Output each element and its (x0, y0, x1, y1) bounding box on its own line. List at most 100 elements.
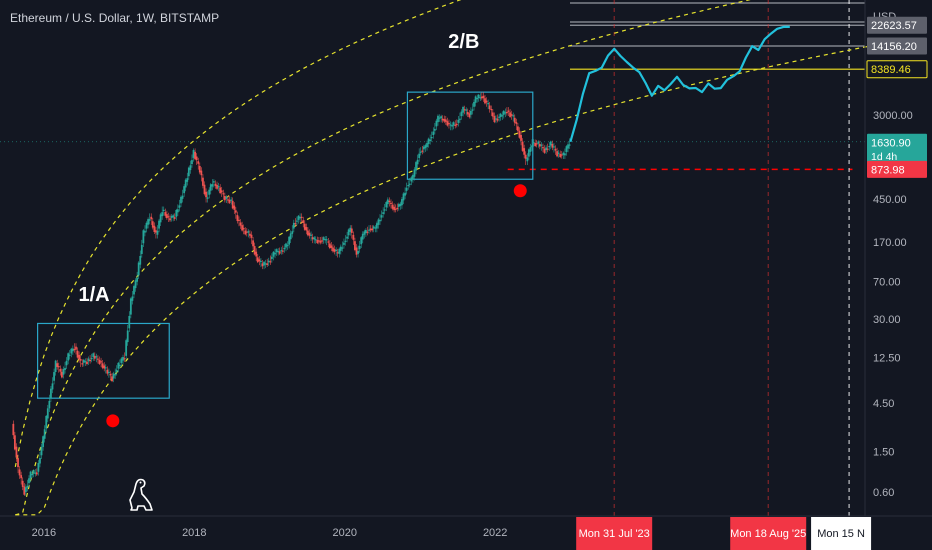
time-tick-label: 2018 (182, 527, 206, 539)
candle (92, 353, 95, 358)
candle (412, 175, 414, 180)
candle (518, 130, 521, 138)
candle (474, 96, 477, 103)
candle (556, 151, 558, 157)
candle (463, 109, 466, 111)
projection-series (569, 25, 790, 143)
candle (382, 212, 385, 214)
candle (443, 119, 446, 122)
candle (26, 485, 29, 488)
tradingview-dino-icon[interactable] (129, 478, 153, 511)
candle (60, 371, 63, 378)
candle (424, 145, 427, 149)
candle (89, 359, 92, 362)
candle (305, 227, 308, 231)
candle (238, 219, 240, 222)
candle (335, 249, 338, 252)
candle (28, 478, 30, 484)
candle (50, 388, 52, 399)
candle (117, 362, 120, 369)
candle (289, 233, 292, 240)
candle (396, 207, 399, 210)
candle (231, 200, 234, 209)
candle (513, 117, 516, 123)
candle (82, 359, 85, 363)
candle (338, 248, 341, 254)
candle (363, 231, 366, 235)
candle (164, 212, 167, 216)
candle (62, 369, 65, 375)
candle (211, 184, 214, 187)
price-tag-sublabel: 1d 4h (871, 151, 897, 163)
candle (76, 350, 79, 358)
price-tick-label: 170.00 (873, 237, 907, 249)
candle (270, 256, 273, 259)
candle (255, 251, 258, 257)
candle (253, 246, 256, 255)
candle (471, 109, 474, 111)
candle (197, 161, 200, 164)
candle (459, 118, 461, 120)
candle (501, 115, 504, 117)
candle (526, 157, 529, 162)
price-tick-label: 30.00 (873, 314, 901, 326)
candle (219, 187, 222, 194)
candle (34, 472, 37, 474)
candle (220, 190, 223, 193)
candle (106, 369, 109, 374)
candle (233, 205, 236, 210)
candle (123, 358, 126, 360)
candle (491, 112, 494, 117)
candle (186, 178, 189, 182)
candle (427, 138, 430, 144)
candle (407, 184, 410, 187)
candle (256, 257, 259, 263)
candle (133, 286, 135, 295)
red-marker (106, 414, 120, 428)
candle (140, 244, 143, 254)
date-tag-label: Mon 15 N (817, 528, 865, 540)
candle (560, 154, 563, 156)
candle (245, 231, 248, 233)
candle (476, 98, 479, 100)
candle (39, 458, 41, 464)
price-axis[interactable]: 0.60 1.50 4.50 12.50 30.00 70.00 170.00 450.00 3… (873, 110, 913, 499)
candle (542, 147, 544, 149)
candle (158, 220, 160, 229)
candle (357, 251, 359, 254)
candle (78, 354, 81, 360)
candle (399, 203, 402, 207)
candle (292, 222, 295, 229)
price-tick-label: 0.60 (873, 487, 894, 499)
candle (73, 348, 76, 351)
time-axis[interactable]: 2016 2018 2020 2022 (32, 527, 508, 539)
price-tick-label: 4.50 (873, 398, 894, 410)
candle (87, 358, 90, 362)
candle (521, 141, 524, 151)
candle (95, 356, 98, 358)
candle (98, 359, 101, 364)
candle (112, 373, 115, 379)
candle (507, 110, 510, 112)
candle (81, 363, 84, 365)
candle (244, 230, 247, 235)
candle (70, 348, 73, 354)
candle (180, 196, 182, 204)
candle (145, 222, 148, 229)
candle (380, 215, 383, 218)
candle (498, 116, 500, 118)
time-tick-label: 2020 (333, 527, 357, 539)
candle (564, 153, 566, 156)
candle (488, 105, 491, 110)
candle (200, 170, 203, 176)
candle (435, 120, 438, 127)
candle (510, 114, 513, 116)
candle (46, 408, 49, 419)
candle (108, 371, 110, 374)
candle (532, 142, 535, 144)
candle (328, 243, 331, 249)
candle (223, 196, 226, 201)
candle (205, 191, 207, 198)
candle (54, 360, 57, 372)
